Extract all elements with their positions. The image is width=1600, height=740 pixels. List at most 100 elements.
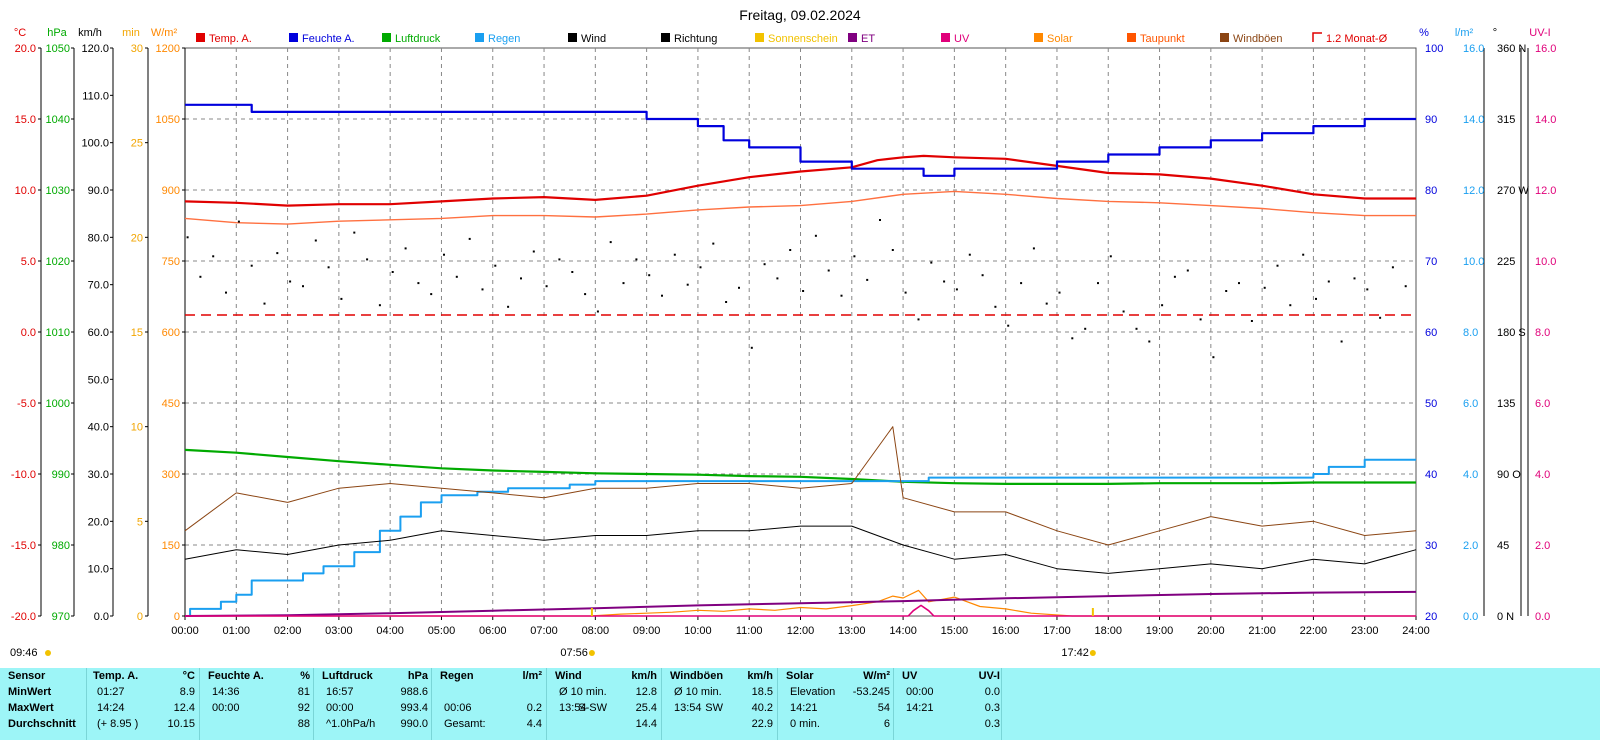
stats-unit: W/m² [863, 670, 890, 682]
direction-point [789, 249, 792, 251]
axis-tick-label: 1050 [156, 114, 180, 126]
stats-value: 4.4 [526, 718, 542, 730]
direction-point [686, 283, 689, 286]
axis-tick-label: 30.0 [88, 469, 109, 481]
direction-point [648, 274, 651, 277]
direction-point [417, 282, 420, 285]
stats-unit: km/h [747, 670, 773, 682]
direction-point [327, 266, 330, 269]
axis-tick-label: 315 [1497, 114, 1515, 126]
direction-point [596, 310, 599, 313]
stats-value: 54 [877, 702, 890, 714]
direction-point [545, 285, 548, 288]
direction-point [891, 249, 894, 251]
series-line [184, 448, 1416, 485]
stats-value: 0.3 [984, 702, 1000, 714]
direction-point [443, 253, 445, 256]
legend-label: UV [954, 33, 970, 45]
axis-unit: % [1419, 27, 1429, 39]
axis-tick-label: -10.0 [11, 469, 36, 481]
right-axis: UV-I 16.0 14.0 12.0 10.0 8.0 6.0 4.0 2.0 0.0 [1527, 27, 1556, 623]
stats-time: 00:06 [444, 702, 472, 714]
stats-value: 10.15 [167, 718, 195, 730]
left-axis: °C 20.0 15.0 10.0 5.0 0.0 -5.0 -10.0 -15.0 -20.0 [11, 27, 42, 623]
direction-point [1340, 340, 1343, 343]
stats-header: Feuchte A. [208, 670, 264, 682]
legend-item: Temp. A. [196, 33, 252, 45]
weather-chart: Freitag, 09.02.2024 Temp. A. Feuchte A. Lu… [10, 7, 1556, 659]
legend-label: Sonnenschein [768, 33, 838, 45]
direction-point [558, 258, 561, 261]
stats-unit: km/h [631, 670, 657, 682]
axis-tick-label: 225 [1497, 256, 1515, 268]
legend-swatch [755, 33, 764, 42]
direction-point [1084, 327, 1087, 330]
legend-swatch [661, 33, 670, 42]
stats-row-label: MaxWert [8, 702, 54, 714]
direction-point [776, 277, 779, 280]
direction-point [1020, 282, 1023, 285]
axis-tick-label: 120.0 [81, 43, 109, 55]
marker-time: 17:42 [1061, 647, 1089, 659]
stats-header: Windböen [670, 670, 724, 682]
legend-item: Regen [475, 33, 520, 45]
axis-tick-label: 10.0 [88, 564, 109, 576]
stats-value: 25.4 [635, 702, 657, 714]
direction-point [494, 264, 497, 267]
axis-tick-label: 90.0 [88, 185, 109, 197]
direction-point [199, 275, 202, 278]
direction-point [1327, 280, 1330, 283]
axis-tick-label: -5.0 [17, 398, 36, 410]
right-axis: °360 N 315 270 W 225 180 S 135 90 O 45 0 N [1493, 27, 1530, 623]
axis-tick-label: 1030 [46, 185, 70, 197]
axis-tick-label: 90 O [1497, 469, 1521, 481]
direction-point [340, 297, 343, 300]
direction-point [263, 302, 266, 305]
axis-tick-label: 60 [1425, 327, 1437, 339]
axis-tick-label: 1050 [46, 43, 70, 55]
x-tick-label: 23:00 [1351, 625, 1379, 637]
x-tick-label: 18:00 [1094, 625, 1122, 637]
stats-value: 0.3 [984, 718, 1000, 730]
stats-value: 81 [297, 686, 310, 698]
axis-tick-label: 1040 [46, 114, 70, 126]
legend: Temp. A. Feuchte A. Luftdruck Regen Wind Rich… [196, 32, 1388, 45]
direction-point [1302, 253, 1305, 256]
legend-swatch [382, 33, 391, 42]
direction-point [314, 239, 317, 242]
x-tick-label: 02:00 [274, 625, 302, 637]
direction-point [1289, 304, 1292, 307]
stats-value: 92 [297, 702, 310, 714]
axis-tick-label: 300 [162, 469, 180, 481]
marker-time: 07:56 [560, 647, 588, 659]
direction-point [1315, 297, 1317, 300]
sun-icon [1089, 650, 1096, 656]
legend-label: ET [861, 33, 875, 45]
series [184, 103, 1417, 617]
direction-point [468, 237, 471, 240]
sun-marker: 07:56 [560, 647, 595, 659]
series-line [184, 190, 1416, 225]
series-line [184, 590, 1417, 617]
stats-time: ^1.0hPa/h [326, 718, 376, 730]
legend-label: Solar [1047, 33, 1073, 45]
legend-label: Richtung [674, 33, 717, 45]
left-axis: hPa 1050 1040 1030 1020 1010 1000 990 980 970 [46, 27, 75, 623]
direction-point [635, 258, 638, 261]
direction-point [353, 231, 356, 234]
direction-point [378, 304, 381, 307]
axis-tick-label: 10.0 [15, 185, 36, 197]
legend-label: Temp. A. [209, 33, 252, 45]
sun-marker: 17:42 [1061, 647, 1096, 659]
axis-tick-label: 80.0 [88, 232, 109, 244]
stats-header: Sensor [8, 670, 46, 682]
x-tick-label: 21:00 [1248, 625, 1276, 637]
stats-divider [546, 668, 547, 740]
stats-value: 0.0 [984, 686, 1000, 698]
axis-tick-label: 100.0 [81, 138, 109, 150]
direction-point [571, 271, 574, 273]
axis-tick-label: 4.0 [1535, 469, 1550, 481]
direction-point [827, 269, 830, 272]
stats-direction: SW [705, 702, 723, 714]
stats-value: 18.5 [751, 686, 773, 698]
